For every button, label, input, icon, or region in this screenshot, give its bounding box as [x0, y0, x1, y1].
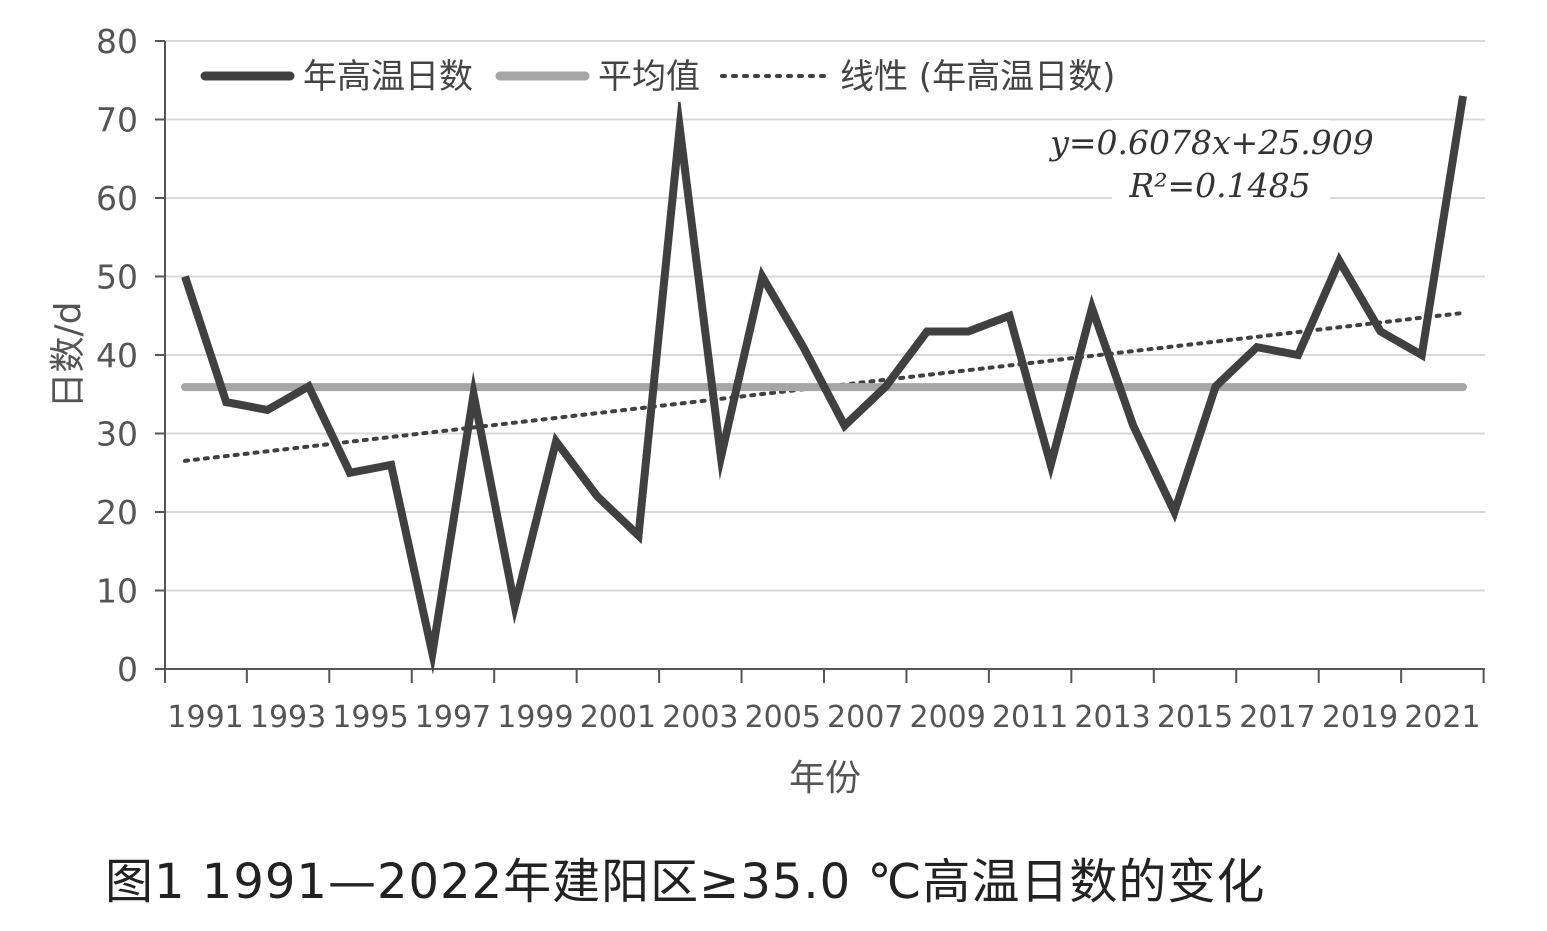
y-tick-label: 0: [117, 650, 138, 689]
y-tick-label: 30: [96, 415, 138, 454]
y-tick-label: 10: [96, 572, 138, 611]
x-tick-label: 2003: [662, 700, 738, 735]
x-tick-label: 2011: [992, 700, 1068, 735]
y-tick-label: 80: [96, 22, 138, 61]
gridlines: [165, 40, 1485, 592]
x-tick-label: 2007: [827, 700, 903, 735]
y-tick-label: 40: [96, 336, 138, 375]
y-tick-label: 20: [96, 493, 138, 532]
y-tick-label: 50: [96, 258, 138, 297]
y-axis-label: 日数/d: [48, 302, 89, 409]
x-tick-label: 2021: [1404, 700, 1480, 735]
x-tick-label: 1995: [332, 700, 408, 735]
x-tick-label: 1999: [497, 700, 573, 735]
trend-r-squared: R²=0.1485: [1128, 166, 1310, 205]
y-tick-label: 70: [96, 101, 138, 140]
legend: 年高温日数 平均值 线性 (年高温日数): [195, 50, 1150, 102]
axes: [155, 40, 1485, 683]
figure-caption: 图1 1991—2022年建阳区≥35.0 ℃高温日数的变化: [105, 854, 1266, 910]
x-tick-label: 2015: [1157, 700, 1233, 735]
trend-equation: y=0.6078x+25.909: [1048, 123, 1374, 162]
series-main-line: [181, 91, 1467, 675]
x-tick-label: 2009: [909, 700, 985, 735]
legend-background: [195, 50, 1150, 102]
annotation-background: [1112, 120, 1330, 200]
legend-label-average: 平均值: [598, 57, 700, 97]
x-tick-label: 1991: [167, 700, 243, 735]
series-lines: [181, 91, 1467, 675]
trend-annotation: y=0.6078x+25.909 R²=0.1485: [1048, 120, 1374, 205]
x-tick-label: 2019: [1322, 700, 1398, 735]
y-tick-labels: 0 10 20 30 40 50 60 70 80: [96, 22, 138, 689]
x-tick-labels: 1991 1993 1995 1997 1999 2001 2003 2005 2007 2009…: [167, 700, 1480, 735]
legend-label-trend: 线性 (年高温日数): [840, 57, 1115, 97]
x-tick-label: 1997: [415, 700, 491, 735]
x-tick-label: 2017: [1239, 700, 1315, 735]
x-tick-label: 2005: [745, 700, 821, 735]
x-tick-label: 2013: [1074, 700, 1150, 735]
x-tick-label: 2001: [580, 700, 656, 735]
legend-label-main: 年高温日数: [303, 57, 473, 97]
y-tick-label: 60: [96, 179, 138, 218]
x-axis-label: 年份: [789, 758, 861, 799]
x-tick-label: 1993: [250, 700, 326, 735]
